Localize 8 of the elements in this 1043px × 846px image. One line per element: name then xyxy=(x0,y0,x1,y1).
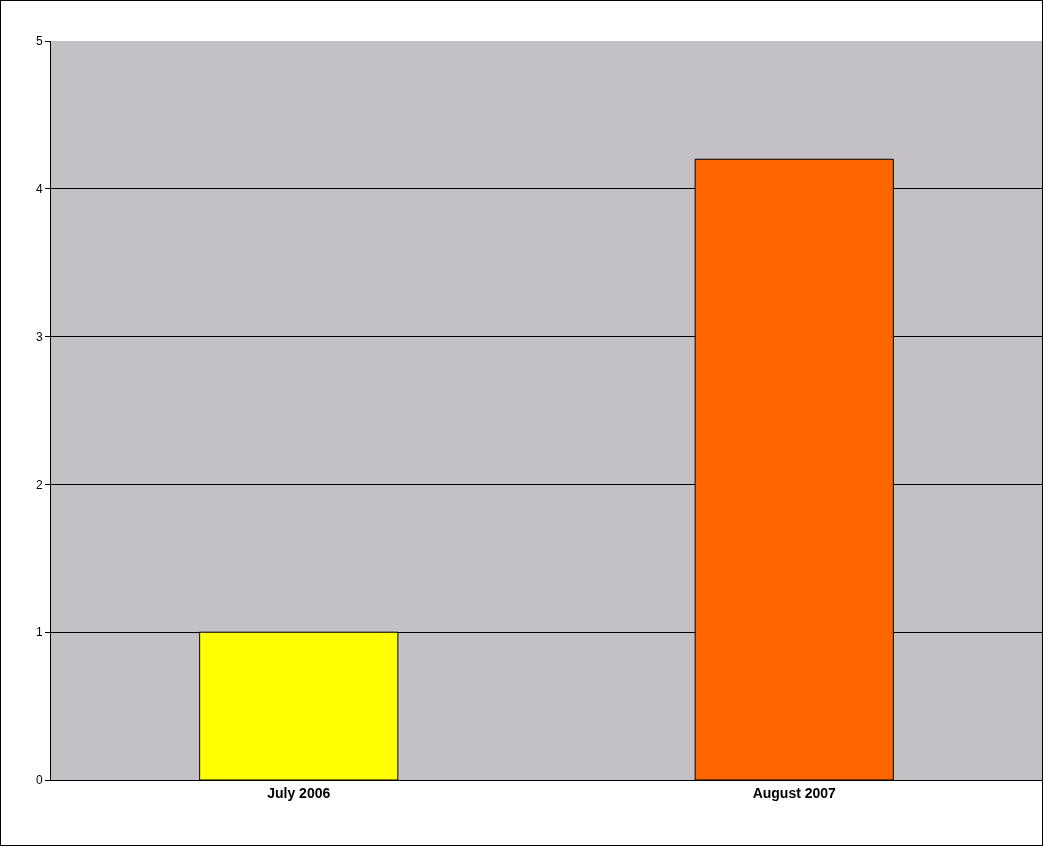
y-tick-label: 1 xyxy=(35,625,43,640)
x-tick-label: August 2007 xyxy=(752,784,837,801)
y-tick-label: 4 xyxy=(35,182,43,196)
y-tick-label: 3 xyxy=(35,329,43,344)
y-tick-label: 0 xyxy=(35,773,43,788)
x-tick-label: July 2006 xyxy=(267,784,331,801)
y-tick-label: 5 xyxy=(35,34,43,49)
y-tick-label: 2 xyxy=(35,477,43,492)
